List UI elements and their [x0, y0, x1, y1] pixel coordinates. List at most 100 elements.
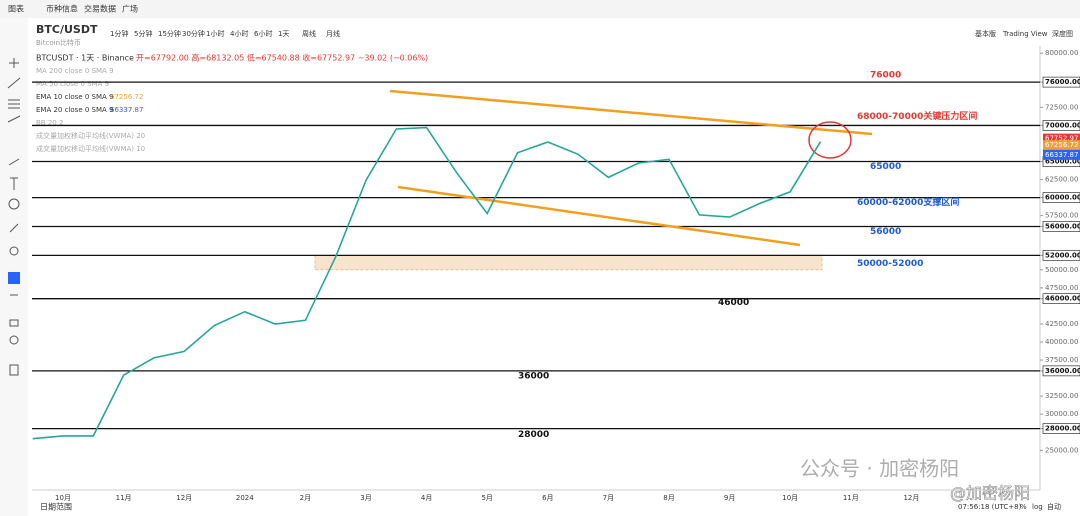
x-tick-label: 12月	[903, 494, 919, 502]
price-line	[32, 126, 822, 440]
pct-toggle[interactable]: %	[1020, 503, 1027, 511]
indicator-legend: MA 50 close 0 SMA 9	[36, 80, 109, 88]
auto-toggle[interactable]: 自动	[1047, 502, 1061, 511]
y-tick-label: 36000.00	[1045, 367, 1080, 375]
x-tick-label: 11月	[843, 494, 859, 502]
y-tick-label: 30000.00	[1045, 410, 1078, 418]
level-annotation: 56000	[870, 227, 901, 237]
nav-tab[interactable]: 图表	[8, 4, 24, 14]
toolbar-right[interactable]: 深度图	[1052, 29, 1073, 38]
y-tick-label: 46000.00	[1045, 295, 1080, 303]
level-tag	[1042, 365, 1080, 377]
y-tick-label: 65000.00	[1045, 158, 1080, 166]
price-tag-label: 67752.97	[1045, 135, 1078, 143]
y-tick-label: 72500.00	[1045, 103, 1078, 111]
y-tick-label: 25000.00	[1045, 446, 1078, 454]
interval-button[interactable]: 30分钟	[182, 29, 205, 38]
symbol-title: BTC/USDT	[36, 23, 98, 36]
level-tag	[1042, 293, 1080, 304]
nav-tab[interactable]: 币种信息	[46, 4, 78, 14]
level-annotation: 65000	[870, 162, 901, 172]
level-tag	[1042, 221, 1080, 232]
channel-line	[389, 89, 873, 136]
highlight-circle	[808, 121, 852, 159]
y-tick-label: 52000.00	[1045, 251, 1080, 259]
y-tick-label: 42500.00	[1045, 320, 1078, 328]
price-tag	[1043, 149, 1080, 160]
left-toolbar	[0, 18, 28, 516]
level-tag	[1042, 120, 1080, 131]
level-tag	[1042, 423, 1080, 434]
indicator-legend: 成交量加权移动平均线(VWMA) 20	[36, 131, 145, 140]
x-tick-label: 2月	[300, 494, 311, 502]
indicator-value: 67256.72	[110, 93, 143, 101]
interval-button[interactable]: 15分钟	[158, 29, 181, 38]
y-tick-label: 47500.00	[1045, 284, 1078, 292]
price-tag-label: 67256.72	[1045, 141, 1078, 149]
legend-ohlc: 开=67792.00 高=68132.05 低=67540.88 收=67752…	[136, 53, 428, 63]
channel-line	[397, 185, 801, 247]
indicator-legend: 成交量加权移动平均线(VWMA) 10	[36, 144, 145, 153]
x-tick-label: 9月	[724, 494, 735, 502]
x-tick-label: 4月	[421, 494, 432, 502]
legend-symbol: BTCUSDT · 1天 · Binance	[36, 54, 134, 63]
tool-icons	[7, 58, 21, 376]
x-tick-label: 6月	[542, 494, 553, 502]
indicator-legend: EMA 20 close 0 SMA 9	[36, 106, 114, 114]
y-tick-label: 40000.00	[1045, 338, 1078, 346]
interval-button[interactable]: 月线	[326, 29, 340, 38]
x-tick-label: 12月	[176, 494, 192, 502]
interval-button[interactable]: 1分钟	[110, 29, 128, 38]
interval-button[interactable]: 5分钟	[134, 29, 152, 38]
y-tick-label: 60000.00	[1045, 194, 1080, 202]
indicator-legend: EMA 10 close 0 SMA 9	[36, 93, 114, 101]
x-tick-label: 7月	[603, 494, 614, 502]
nav-tab[interactable]: 广场	[122, 4, 138, 14]
clock: 07:56:18 (UTC+8)	[958, 503, 1022, 511]
x-tick-label: 3月	[360, 494, 371, 502]
y-tick-label: 32500.00	[1045, 392, 1078, 400]
interval-button[interactable]: 4小时	[230, 29, 248, 38]
x-tick-label: 10月	[782, 494, 798, 502]
interval-button[interactable]: 6小时	[254, 29, 272, 38]
y-tick-label: 70000.00	[1045, 121, 1080, 129]
support-zone	[314, 254, 823, 271]
symbol-subtitle: Bitcoin比特币	[36, 38, 81, 47]
top-nav	[0, 0, 1080, 18]
y-tick-label: 37500.00	[1045, 356, 1078, 364]
date-range[interactable]: 日期范围	[40, 502, 72, 512]
y-tick-label: 57500.00	[1045, 212, 1078, 220]
price-tag	[1043, 140, 1080, 151]
toolbar-right[interactable]: Trading View	[1002, 30, 1048, 38]
level-annotation: 60000-62000支撑区间	[857, 196, 959, 208]
interval-button[interactable]: 1小时	[206, 29, 224, 38]
watermark: @加密杨阳	[950, 484, 1030, 503]
x-tick-label: 2024	[236, 494, 254, 502]
level-annotation: 68000-70000关键压力区间	[857, 110, 977, 122]
indicator-legend: MA 200 close 0 SMA 9	[36, 67, 114, 75]
price-tag	[1043, 133, 1080, 144]
price-tag-label: 66337.87	[1045, 151, 1078, 159]
nav-tab[interactable]: 交易数据	[84, 4, 116, 14]
watermark: 公众号 · 加密杨阳	[800, 457, 959, 481]
log-toggle[interactable]: log	[1032, 503, 1043, 511]
y-tick-label: 50000.00	[1045, 266, 1078, 274]
level-tag	[1042, 192, 1080, 203]
y-tick-label: 80000.00	[1045, 49, 1078, 57]
x-tick-label: 5月	[481, 494, 492, 502]
level-annotation: 36000	[518, 371, 549, 381]
level-tag	[1042, 250, 1080, 261]
interval-button[interactable]: 周线	[302, 29, 316, 38]
level-annotation: 50000-52000	[857, 259, 923, 269]
level-annotation: 76000	[870, 71, 901, 81]
y-tick-label: 56000.00	[1045, 222, 1080, 230]
indicator-legend: BB 20 2	[36, 119, 63, 127]
level-annotation: 46000	[718, 298, 749, 308]
indicator-value: 66337.87	[110, 106, 143, 114]
toolbar-right[interactable]: 基本版	[975, 29, 996, 38]
interval-button[interactable]: 1天	[278, 30, 289, 38]
x-tick-label: 11月	[116, 494, 132, 502]
x-tick-label: 10月	[55, 494, 71, 502]
y-tick-label: 76000.00	[1045, 78, 1080, 86]
